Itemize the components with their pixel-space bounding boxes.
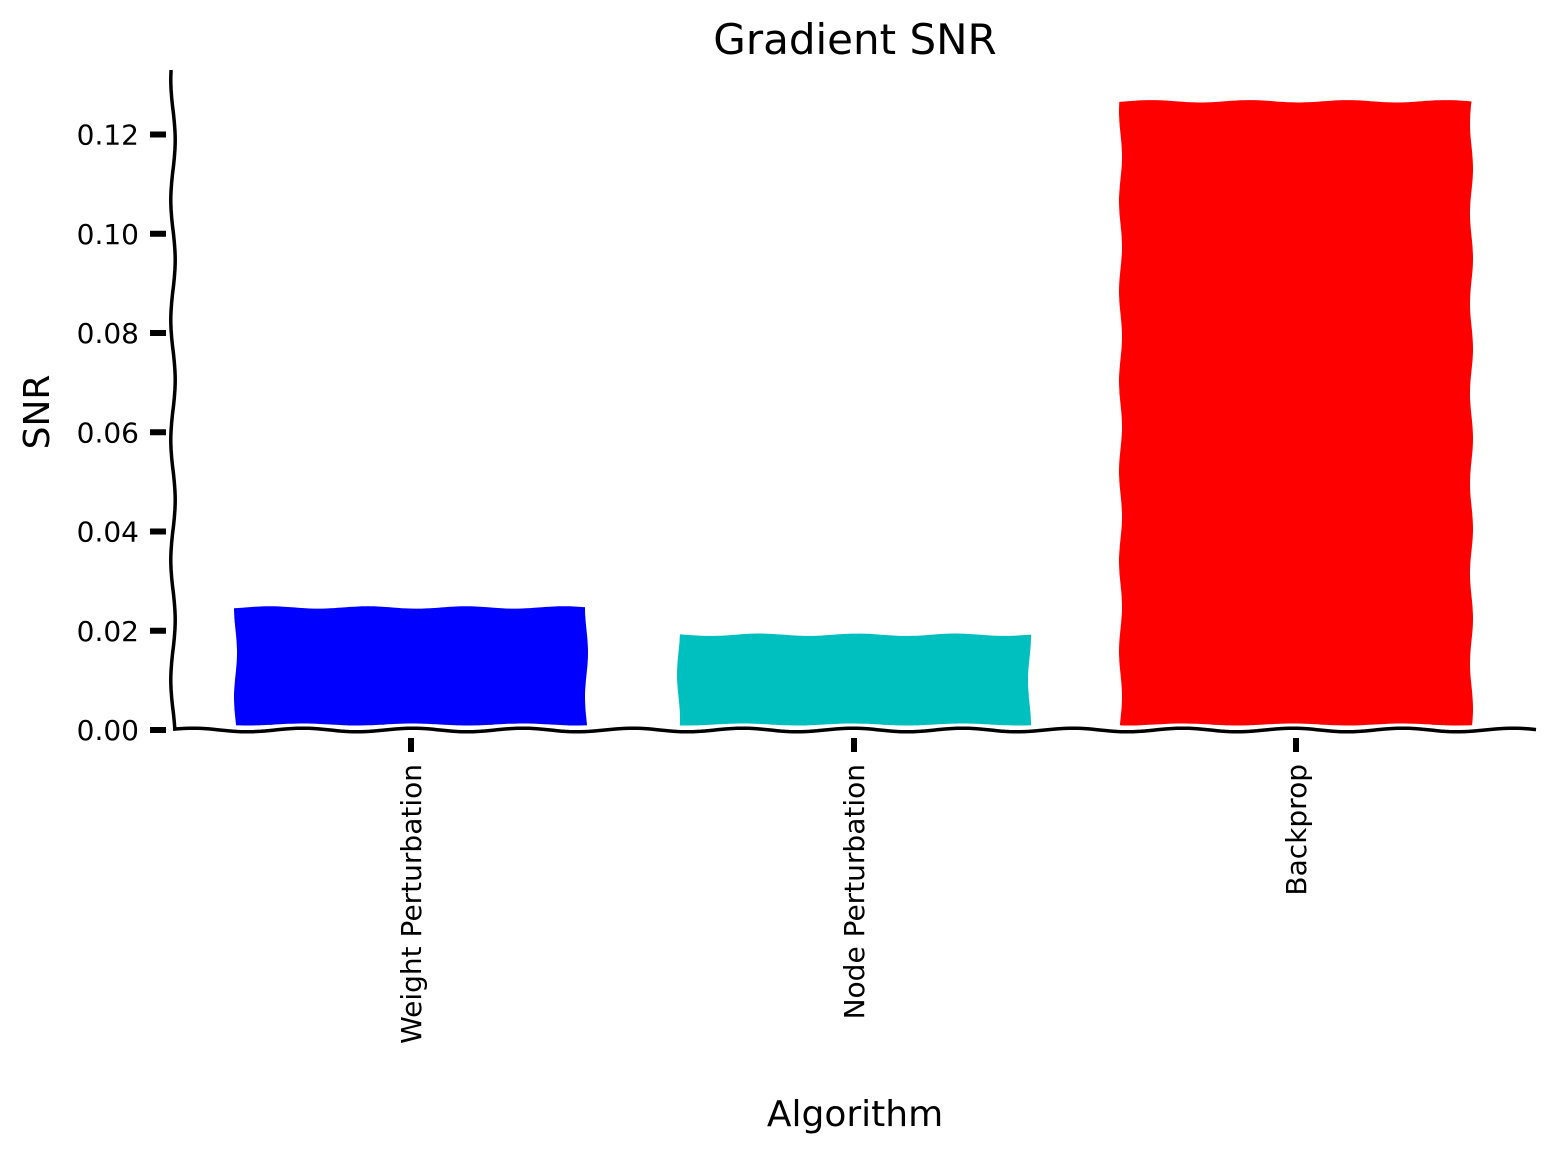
y-axis-label: SNR <box>17 375 58 450</box>
bars-group <box>231 97 1476 729</box>
x-axis-line <box>172 726 1537 734</box>
y-tick-label: 0.12 <box>77 119 139 152</box>
y-tick-label: 0.10 <box>77 218 139 251</box>
x-ticks-group: Weight Perturbation Node Perturbation Back… <box>395 738 1313 1044</box>
x-axis-label: Algorithm <box>767 1094 943 1135</box>
y-tick-label: 0.04 <box>77 516 139 549</box>
x-tick-label: Backprop <box>1280 764 1313 896</box>
y-tick-label: 0.00 <box>77 714 139 747</box>
bar-backprop <box>1116 97 1476 729</box>
x-tick-label: Node Perturbation <box>838 764 871 1019</box>
bar-weight-perturbation <box>231 603 591 729</box>
y-ticks-group: 0.00 0.02 0.04 0.06 0.08 0.10 0.12 <box>77 119 166 747</box>
bar-node-perturbation <box>674 630 1034 729</box>
axes-group <box>169 69 1537 734</box>
y-axis-line <box>169 69 177 731</box>
y-tick-label: 0.08 <box>77 317 139 350</box>
y-tick-label: 0.06 <box>77 416 139 449</box>
chart-title: Gradient SNR <box>713 15 996 64</box>
x-tick-label: Weight Perturbation <box>395 764 428 1044</box>
y-tick-label: 0.02 <box>77 615 139 648</box>
